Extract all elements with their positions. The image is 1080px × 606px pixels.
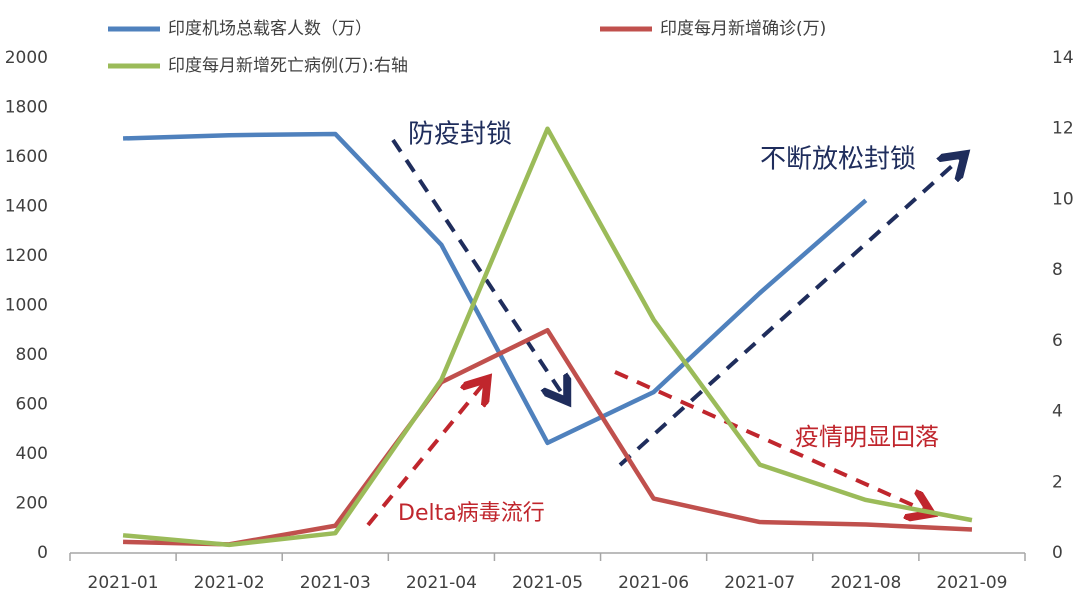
x-tick-label: 2021-07 xyxy=(724,573,795,593)
y2-tick-label: 4 xyxy=(1052,402,1063,422)
y-tick-label: 2000 xyxy=(5,48,48,68)
annotation: 防疫封锁 xyxy=(408,120,512,150)
legend-label: 印度每月新增死亡病例(万):右轴 xyxy=(168,56,408,76)
y-tick-label: 600 xyxy=(16,395,48,415)
annotation: 疫情明显回落 xyxy=(795,423,939,451)
x-tick-label: 2021-03 xyxy=(300,573,371,593)
arrow xyxy=(614,370,928,512)
y2-tick-label: 10 xyxy=(1052,189,1074,209)
x-tick-label: 2021-09 xyxy=(936,573,1007,593)
y-tick-label: 1400 xyxy=(5,197,48,217)
y-tick-label: 400 xyxy=(16,444,48,464)
arrow xyxy=(618,157,962,467)
series-line xyxy=(122,131,868,446)
y2-tick-label: 14 xyxy=(1052,48,1074,68)
y-tick-label: 800 xyxy=(16,345,48,365)
x-tick-label: 2021-05 xyxy=(512,573,583,593)
x-tick-label: 2021-01 xyxy=(88,573,159,593)
series-line xyxy=(122,126,973,548)
legend-label: 印度机场总载客人数（万） xyxy=(168,19,372,39)
arrow xyxy=(366,382,485,527)
y2-tick-label: 8 xyxy=(1052,260,1063,280)
y-tick-label: 1200 xyxy=(5,246,48,266)
y-tick-label: 1000 xyxy=(5,296,48,316)
y2-tick-label: 6 xyxy=(1052,331,1063,351)
annotation: 不断放松封锁 xyxy=(760,145,916,175)
legend-label: 印度每月新增确诊(万) xyxy=(660,19,826,39)
y-tick-label: 0 xyxy=(37,543,48,563)
arrows xyxy=(366,138,962,527)
arrow xyxy=(391,138,565,398)
x-tick-label: 2021-08 xyxy=(830,573,901,593)
y-tick-label: 1600 xyxy=(5,147,48,167)
y-tick-label: 200 xyxy=(16,494,48,514)
y-tick-label: 1800 xyxy=(5,98,48,118)
y2-tick-label: 12 xyxy=(1052,119,1074,139)
y2-tick-label: 2 xyxy=(1052,472,1063,492)
annotation: Delta病毒流行 xyxy=(398,501,545,526)
y2-tick-label: 0 xyxy=(1052,543,1063,563)
x-tick-label: 2021-02 xyxy=(194,573,265,593)
series-line xyxy=(123,328,973,547)
x-tick-label: 2021-06 xyxy=(618,573,689,593)
x-tick-label: 2021-04 xyxy=(406,573,477,593)
